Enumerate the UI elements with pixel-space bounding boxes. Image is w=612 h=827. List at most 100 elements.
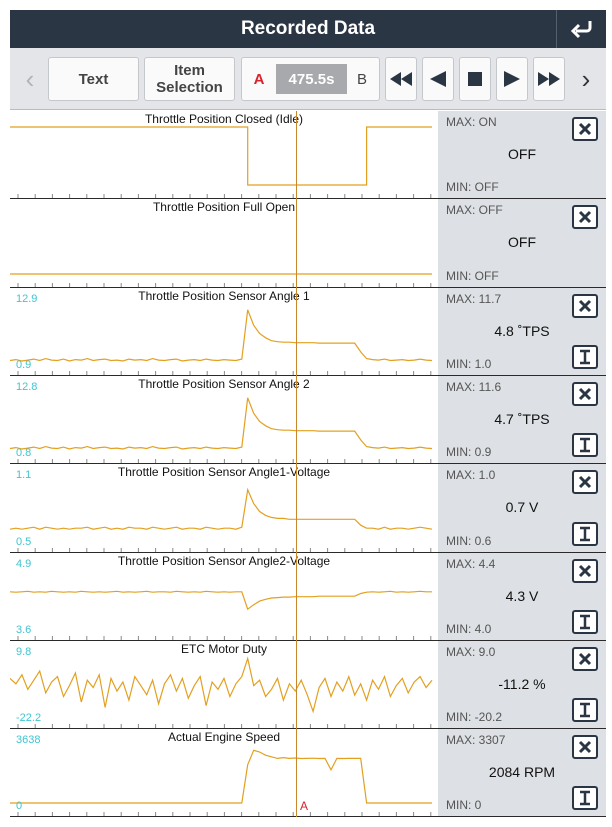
row-graph[interactable]: Throttle Position Sensor Angle2-Voltage 4…	[10, 553, 438, 640]
remove-item-button[interactable]	[572, 735, 598, 759]
close-icon	[578, 652, 592, 666]
row-graph[interactable]: ETC Motor Duty 9.8 -22.2	[10, 641, 438, 728]
remove-item-button[interactable]	[572, 382, 598, 406]
toolbar: ‹ Text Item Selection A 475.5s B ›	[10, 48, 606, 110]
i-beam-icon	[580, 349, 590, 365]
row-graph[interactable]: Throttle Position Sensor Angle1-Voltage 1…	[10, 464, 438, 552]
remove-item-button[interactable]	[572, 470, 598, 494]
trace-plot	[10, 273, 432, 287]
step-back-button[interactable]	[422, 57, 454, 101]
i-beam-icon	[580, 702, 590, 718]
text-button[interactable]: Text	[48, 57, 139, 101]
scale-adjust-button[interactable]	[572, 698, 598, 722]
data-row: Throttle Position Sensor Angle2-Voltage 4…	[10, 553, 606, 641]
row-graph[interactable]: Throttle Position Closed (Idle)	[10, 111, 438, 198]
y-scale-max: 9.8	[16, 646, 32, 658]
remove-item-button[interactable]	[572, 294, 598, 318]
max-value: MAX: 4.4	[446, 557, 496, 571]
trace-plot	[10, 126, 432, 198]
trace-line	[10, 126, 432, 186]
close-icon	[578, 475, 592, 489]
prev-page-arrow-icon[interactable]: ‹	[25, 63, 35, 94]
value-panel: MAX: 9.0 -11.2 % MIN: -20.2	[438, 641, 606, 728]
max-value: MAX: 3307	[446, 733, 506, 747]
rewind-fast-button[interactable]	[385, 57, 417, 101]
row-title: Throttle Position Sensor Angle 1	[138, 289, 310, 303]
data-row: Throttle Position Sensor Angle 2 12.8 0.8 M…	[10, 376, 606, 464]
trace-plot	[10, 487, 433, 552]
fast-rewind-icon	[390, 72, 412, 86]
min-value: MIN: -20.2	[446, 710, 503, 724]
cursor-time-display: 475.5s	[276, 64, 347, 94]
y-scale-min: 0	[16, 800, 23, 812]
play-reverse-icon	[430, 71, 446, 87]
min-value: MIN: OFF	[446, 269, 499, 283]
value-panel: MAX: 4.4 4.3 V MIN: 4.0	[438, 553, 606, 640]
value-panel: MAX: 11.6 4.7 ˚TPS MIN: 0.9	[438, 376, 606, 463]
max-value: MAX: 11.6	[446, 380, 502, 394]
trace-plot	[10, 397, 433, 463]
data-row: Throttle Position Sensor Angle 1 12.9 0.9 M…	[10, 288, 606, 376]
row-title: Throttle Position Closed (Idle)	[144, 112, 304, 126]
close-icon	[578, 210, 592, 224]
remove-item-button[interactable]	[572, 559, 598, 583]
trace-line	[10, 487, 433, 530]
cursor-b-button[interactable]: B	[356, 70, 367, 88]
stop-button[interactable]	[459, 57, 491, 101]
y-scale-max: 12.8	[16, 381, 38, 393]
y-scale-max: 1.1	[16, 469, 32, 481]
close-icon	[578, 740, 592, 754]
scale-adjust-button[interactable]	[572, 610, 598, 634]
item-selection-button[interactable]: Item Selection	[144, 57, 235, 101]
scale-adjust-button[interactable]	[572, 522, 598, 546]
close-icon	[578, 122, 592, 136]
scale-adjust-button[interactable]	[572, 786, 598, 810]
cursor-a-marker: A	[300, 799, 309, 813]
back-button[interactable]	[556, 10, 606, 48]
row-graph[interactable]: Throttle Position Sensor Angle 1 12.9 0.9	[10, 288, 438, 375]
cursor-a-button[interactable]: A	[253, 70, 265, 88]
row-graph[interactable]: Actual Engine Speed 3638 0	[10, 729, 438, 816]
current-value: 4.7 ˚TPS	[494, 411, 550, 427]
scale-adjust-button[interactable]	[572, 345, 598, 369]
fast-forward-button[interactable]	[533, 57, 565, 101]
remove-item-button[interactable]	[572, 117, 598, 141]
value-panel: MAX: 11.7 4.8 ˚TPS MIN: 1.0	[438, 288, 606, 375]
play-button[interactable]	[496, 57, 528, 101]
i-beam-icon	[580, 526, 590, 542]
trace-line	[10, 397, 433, 450]
max-value: MAX: 9.0	[446, 645, 496, 659]
min-value: MIN: OFF	[446, 180, 499, 194]
next-page-arrow-icon[interactable]: ›	[581, 63, 591, 94]
min-value: MIN: 4.0	[446, 622, 492, 636]
remove-item-button[interactable]	[572, 647, 598, 671]
i-beam-icon	[580, 437, 590, 453]
remove-item-button[interactable]	[572, 205, 598, 229]
min-value: MIN: 0.6	[446, 534, 492, 548]
cursor-a-line[interactable]	[296, 111, 297, 817]
row-graph[interactable]: Throttle Position Sensor Angle 2 12.8 0.8	[10, 376, 438, 463]
ab-cursor-control: A 475.5s B	[241, 57, 380, 101]
scale-adjust-button[interactable]	[572, 433, 598, 457]
y-scale-min: -22.2	[16, 712, 42, 724]
current-value: 2084 RPM	[488, 764, 556, 780]
current-value: 4.8 ˚TPS	[494, 323, 550, 339]
stop-icon	[468, 72, 482, 86]
max-value: MAX: ON	[446, 115, 497, 129]
play-icon	[504, 71, 520, 87]
max-value: MAX: 11.7	[446, 292, 502, 306]
current-value: OFF	[508, 146, 536, 162]
y-scale-max: 12.9	[16, 293, 38, 305]
data-row: Throttle Position Full Open MAX: OFF OFF MI…	[10, 199, 606, 288]
row-title: Actual Engine Speed	[167, 730, 281, 744]
y-scale-max: 3638	[16, 734, 41, 746]
i-beam-icon	[580, 614, 590, 630]
row-graph[interactable]: Throttle Position Full Open	[10, 199, 438, 287]
data-row: Throttle Position Sensor Angle1-Voltage 1…	[10, 464, 606, 553]
trace-line	[10, 749, 432, 804]
data-row: Throttle Position Closed (Idle) MAX: ON OF…	[10, 111, 606, 199]
current-value: OFF	[508, 234, 536, 250]
trace-plot	[10, 590, 432, 640]
trace-line	[10, 656, 433, 714]
data-row: ETC Motor Duty 9.8 -22.2 MAX: 9.0 -11.2 % MIN…	[10, 641, 606, 729]
